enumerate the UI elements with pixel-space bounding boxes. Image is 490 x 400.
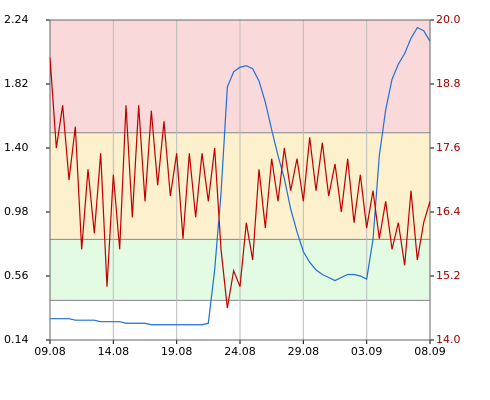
y2-tick-label: 14.0 xyxy=(436,333,461,346)
y2-tick-label: 15.2 xyxy=(436,269,461,282)
y2-tick-label: 20.0 xyxy=(436,13,461,26)
y-tick-label: 0.56 xyxy=(4,269,29,282)
y2-tick-label: 17.6 xyxy=(436,141,461,154)
x-tick-label: 29.08 xyxy=(288,345,320,358)
y-tick-label: 1.40 xyxy=(4,141,29,154)
x-tick-label: 19.08 xyxy=(161,345,193,358)
x-tick-label: 03.09 xyxy=(351,345,383,358)
y-tick-label: 0.98 xyxy=(4,205,29,218)
x-tick-label: 14.08 xyxy=(98,345,130,358)
y-tick-label: 2.24 xyxy=(4,13,29,26)
y-tick-label: 0.14 xyxy=(4,333,29,346)
x-tick-label: 08.09 xyxy=(414,345,446,358)
x-tick-label: 09.08 xyxy=(34,345,66,358)
x-tick-label: 24.08 xyxy=(224,345,256,358)
y2-tick-label: 18.8 xyxy=(436,77,461,90)
series-line xyxy=(49,57,431,309)
y-tick-label: 1.82 xyxy=(4,77,29,90)
y2-tick-label: 16.4 xyxy=(436,205,461,218)
series-line xyxy=(50,26,431,326)
plot-border xyxy=(49,19,431,341)
